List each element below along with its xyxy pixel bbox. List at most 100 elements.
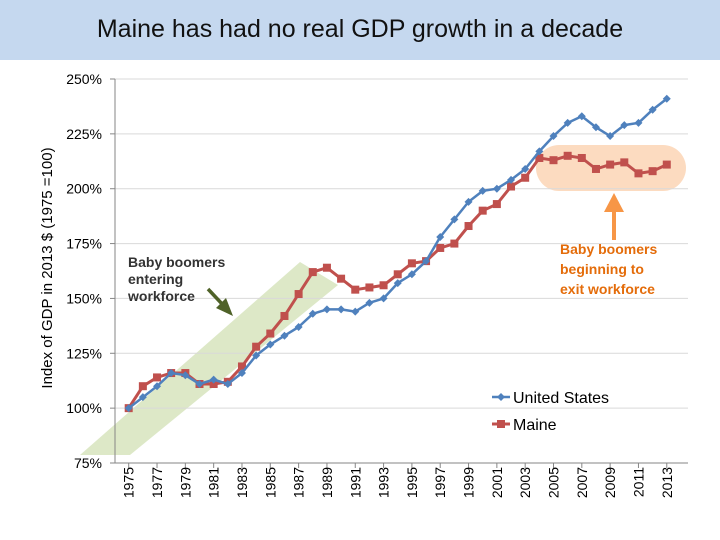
data-point xyxy=(379,294,388,303)
legend: United States Maine xyxy=(492,390,609,434)
y-tick-label: 75% xyxy=(74,455,102,471)
data-point xyxy=(195,380,204,389)
data-point xyxy=(153,382,162,391)
data-point xyxy=(507,175,516,184)
data-point xyxy=(464,222,473,231)
data-point xyxy=(662,160,671,169)
data-point xyxy=(252,342,261,351)
data-point xyxy=(223,380,232,389)
data-point xyxy=(365,283,374,292)
annotation-exit-line: exit workforce xyxy=(560,281,655,297)
x-tick-label: 1989 xyxy=(319,467,335,498)
data-point xyxy=(153,373,162,382)
data-point xyxy=(124,404,133,413)
y-tick-label: 250% xyxy=(66,71,102,87)
x-tick-label: 2013 xyxy=(659,467,675,498)
data-point xyxy=(464,197,473,206)
data-point xyxy=(181,371,190,380)
data-point xyxy=(634,169,643,178)
data-point xyxy=(393,270,402,279)
data-point xyxy=(492,200,501,209)
y-tick-label: 100% xyxy=(66,400,102,416)
y-tick-label: 150% xyxy=(66,290,102,306)
data-point xyxy=(351,285,360,294)
data-point xyxy=(563,118,572,127)
annotation-entering-line: workforce xyxy=(127,288,195,304)
data-point xyxy=(237,369,246,378)
x-tick-label: 2011 xyxy=(630,467,646,497)
data-point xyxy=(209,380,218,389)
x-tick-label: 1995 xyxy=(404,467,420,498)
data-point xyxy=(407,270,416,279)
data-point xyxy=(351,307,360,316)
y-axis-label: Index of GDP in 2013 $ (1975 =100) xyxy=(39,147,56,388)
data-point xyxy=(450,239,459,248)
x-tick-label: 1981 xyxy=(206,467,222,498)
x-tick-label: 1991 xyxy=(347,467,363,498)
data-point xyxy=(606,160,615,169)
data-point xyxy=(535,153,544,162)
annotation-exit-line: Baby boomers xyxy=(560,241,657,257)
data-point xyxy=(308,268,317,277)
data-point xyxy=(266,340,275,349)
data-point xyxy=(308,309,317,318)
data-point xyxy=(634,118,643,127)
data-point xyxy=(280,311,289,320)
data-point xyxy=(591,164,600,173)
x-tick-label: 1987 xyxy=(291,467,307,498)
data-point xyxy=(294,290,303,299)
data-point xyxy=(365,298,374,307)
entering-workforce-band xyxy=(80,262,338,455)
data-point xyxy=(237,362,246,371)
data-point xyxy=(337,274,346,283)
data-point xyxy=(620,121,629,130)
data-point xyxy=(407,259,416,268)
data-point xyxy=(521,164,530,173)
annotation-entering-line: Baby boomers xyxy=(128,254,225,270)
legend-marker-us xyxy=(497,393,505,401)
data-point xyxy=(492,184,501,193)
x-tick-label: 1983 xyxy=(234,467,250,498)
data-point xyxy=(436,243,445,252)
data-point xyxy=(662,94,671,103)
x-tick-label: 2007 xyxy=(574,467,590,498)
data-point xyxy=(280,331,289,340)
data-point xyxy=(436,232,445,241)
data-point xyxy=(478,186,487,195)
data-point xyxy=(252,351,261,360)
x-tick-label: 1979 xyxy=(177,467,193,498)
data-point xyxy=(337,305,346,314)
annotation-exit-line: beginning to xyxy=(560,261,644,277)
legend-label-us: United States xyxy=(513,390,609,407)
data-point xyxy=(266,329,275,338)
y-tick-label: 125% xyxy=(66,345,102,361)
data-point xyxy=(507,182,516,191)
y-tick-label: 225% xyxy=(66,126,102,142)
data-point xyxy=(450,215,459,224)
annotation-entering-line: entering xyxy=(128,271,183,287)
y-tick-label: 175% xyxy=(66,236,102,252)
data-point xyxy=(606,132,615,141)
x-tick-label: 1977 xyxy=(149,467,165,498)
title-bar xyxy=(0,0,720,60)
x-tick-label: 2005 xyxy=(546,467,562,498)
x-tick-label: 2009 xyxy=(602,467,618,498)
exit-arrow-head xyxy=(604,193,624,212)
data-point xyxy=(322,305,331,314)
data-point xyxy=(591,123,600,132)
data-point xyxy=(478,206,487,215)
data-point xyxy=(577,112,586,121)
data-point xyxy=(549,156,558,165)
data-point xyxy=(393,279,402,288)
x-tick-label: 2003 xyxy=(517,467,533,498)
data-point xyxy=(577,153,586,162)
x-tick-label: 2001 xyxy=(489,467,505,498)
data-point xyxy=(322,263,331,272)
data-point xyxy=(563,151,572,160)
data-point xyxy=(138,393,147,402)
data-point xyxy=(138,382,147,391)
y-tick-label: 200% xyxy=(66,181,102,197)
data-point xyxy=(379,281,388,290)
data-point xyxy=(294,322,303,331)
